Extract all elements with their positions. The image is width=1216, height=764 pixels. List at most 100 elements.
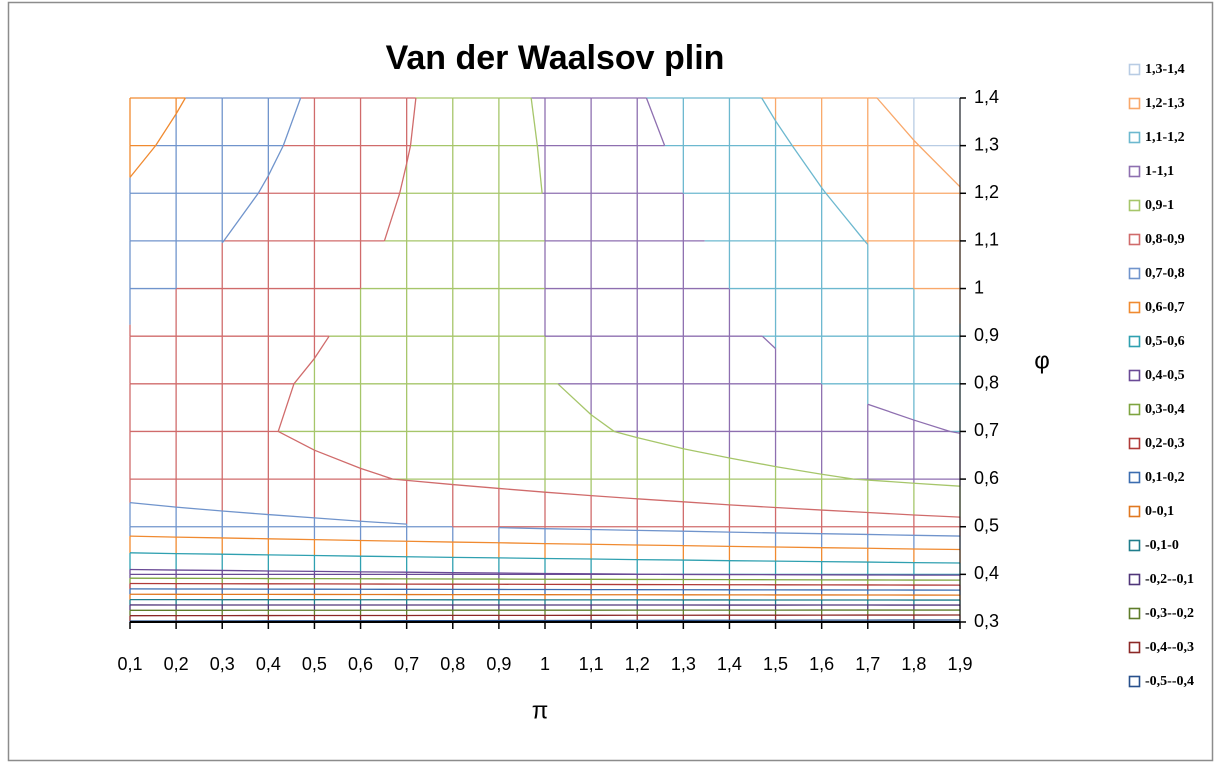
contour-line: [314, 570, 361, 573]
contour-line: [867, 547, 914, 550]
legend-label: -0,5--0,4: [1145, 674, 1194, 689]
contour-line: [536, 145, 543, 194]
contour-line: [918, 145, 961, 188]
contour-line: [867, 403, 915, 421]
contour-line: [221, 240, 225, 244]
contour-line: [406, 145, 412, 164]
contour-line: [825, 192, 866, 242]
contour-line: [683, 559, 730, 562]
contour-line: [392, 478, 407, 482]
x-tick-label: 1,4: [717, 654, 742, 674]
legend-label: 0,2-0,3: [1145, 436, 1185, 451]
legend-swatch: [1128, 301, 1141, 314]
contour-line: [637, 529, 684, 532]
legend-swatch: [1128, 607, 1141, 620]
y-tick-label: 0,8: [974, 373, 999, 393]
x-tick-label: 1,1: [579, 654, 604, 674]
y-tick-label: 0,3: [974, 611, 999, 631]
legend-swatch: [1128, 199, 1141, 212]
contour-line: [498, 487, 546, 493]
contour-line: [223, 192, 259, 242]
contour-line: [761, 97, 777, 122]
contour-line: [293, 358, 315, 385]
legend-swatch: [1128, 505, 1141, 518]
contour-line: [399, 163, 408, 194]
x-tick-label: 1,6: [809, 654, 834, 674]
contour-line: [729, 531, 776, 534]
contour-line: [544, 542, 592, 545]
legend-label: 0,3-0,4: [1145, 402, 1185, 417]
y-tick-label: 1,1: [974, 230, 999, 250]
contour-line: [913, 514, 961, 518]
contour-line: [867, 479, 914, 484]
y-axis-label: φ: [1034, 347, 1050, 374]
contour-line: [821, 547, 868, 549]
legend-swatch: [1128, 267, 1141, 280]
contour-line: [729, 504, 776, 509]
contour-line: [867, 533, 914, 536]
contour-line: [591, 558, 638, 561]
contour-line: [452, 541, 499, 544]
y-tick-label: 1,3: [974, 134, 999, 154]
legend-label: 0,7-0,8: [1145, 266, 1185, 281]
contour-line: [853, 478, 868, 481]
contour-line: [645, 97, 666, 146]
x-tick-label: 1,3: [671, 654, 696, 674]
contour-line: [591, 494, 638, 500]
contour-line: [129, 552, 177, 555]
contour-line: [268, 513, 315, 519]
contour-line: [683, 544, 730, 548]
contour-line: [683, 530, 730, 533]
chart-frame: [7, 1, 1214, 762]
y-tick-label: 0,5: [974, 515, 999, 535]
legend-swatch: [1128, 131, 1141, 144]
contour-line: [267, 145, 284, 177]
y-tick-label: 1,2: [974, 182, 999, 202]
legend-label: 0,5-0,6: [1145, 334, 1185, 349]
y-tick-label: 0,7: [974, 420, 999, 440]
contour-line: [775, 532, 822, 535]
contour-line: [775, 560, 822, 563]
x-tick-label: 0,8: [440, 654, 465, 674]
contour-line: [360, 520, 407, 525]
contour-line: [683, 501, 730, 506]
x-tick-label: 0,2: [164, 654, 189, 674]
contour-line: [129, 501, 177, 508]
x-tick-label: 0,6: [348, 654, 373, 674]
contour-line: [360, 555, 407, 558]
contour-line: [314, 517, 361, 522]
contour-line: [222, 569, 269, 572]
contour-line: [637, 544, 684, 547]
contour-line: [591, 543, 638, 546]
contour-line: [613, 430, 638, 439]
legend-label: 1,3-1,4: [1145, 62, 1185, 77]
legend-swatch: [1128, 471, 1141, 484]
x-tick-label: 0,9: [486, 654, 511, 674]
x-tick-label: 1,9: [947, 654, 972, 674]
contour-line: [176, 506, 223, 512]
legend-swatch: [1128, 675, 1141, 688]
contour-line: [277, 383, 295, 432]
contour-line: [314, 554, 361, 557]
contour-line: [913, 534, 961, 537]
contour-line: [277, 430, 315, 451]
x-tick-label: 0,4: [256, 654, 281, 674]
y-tick-label: 0,4: [974, 563, 999, 583]
contour-line: [406, 479, 453, 486]
legend-label: 0,9-1: [1145, 198, 1174, 213]
chart-title: Van der Waalsov plin: [386, 39, 725, 77]
x-axis-label: π: [532, 697, 549, 724]
contour-line: [409, 97, 417, 146]
contour-line: [314, 538, 361, 542]
contour-line: [257, 175, 269, 194]
contour-line: [775, 546, 822, 549]
legend-label: -0,2--0,1: [1145, 572, 1194, 587]
legend-swatch: [1128, 403, 1141, 416]
contour-line: [129, 535, 177, 538]
contour-line: [452, 556, 499, 559]
legend-swatch: [1128, 573, 1141, 586]
contour-line: [282, 97, 302, 146]
contour-line: [821, 533, 868, 536]
legend-swatch: [1128, 233, 1141, 246]
legend-label: 1-1,1: [1145, 164, 1174, 179]
